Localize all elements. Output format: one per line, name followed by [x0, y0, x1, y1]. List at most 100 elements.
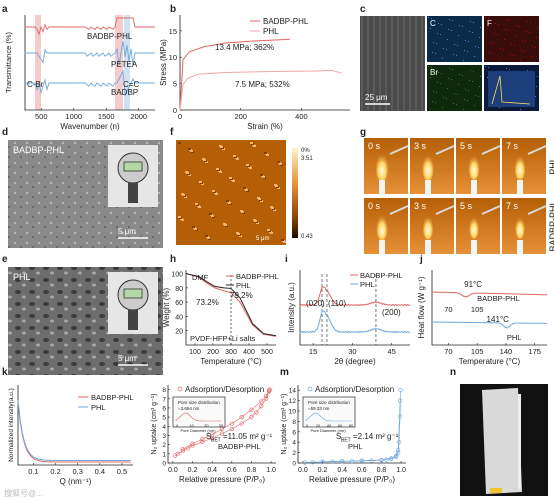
b-legend-PHL: PHL — [263, 27, 279, 36]
m-ytick-label: 0 — [292, 461, 296, 468]
l-point — [229, 421, 234, 426]
f-afm-texture — [188, 148, 191, 150]
h-xtick-label: 200 — [207, 349, 219, 356]
a-series-PETEA — [25, 40, 155, 66]
m-inset-title: Pore size distribution — [308, 400, 350, 405]
m-xtick-label: 0.8 — [377, 467, 387, 474]
m-desorption-line — [322, 400, 401, 462]
c-eds-dot — [457, 94, 458, 95]
l-inset-curve — [175, 412, 222, 422]
c-eds-dot — [537, 76, 538, 77]
c-eds-dot — [505, 29, 506, 30]
c-eds-dot — [529, 32, 530, 33]
f-colorbar — [292, 148, 298, 238]
c-eds-dot — [432, 52, 433, 53]
g-flame — [422, 216, 434, 240]
l-xtick-label: 0.0 — [168, 467, 178, 474]
panel-letter-h: h — [170, 254, 176, 265]
panel-letter-k: k — [2, 367, 8, 378]
f-afm-texture — [202, 158, 205, 160]
l-point — [180, 448, 185, 454]
c-eds-dot — [530, 22, 531, 23]
j-series-BADBP-PHL — [432, 291, 547, 298]
c-eds-dot — [430, 77, 431, 78]
m-point — [310, 460, 315, 465]
m-legend-marker — [307, 386, 313, 392]
c-eds-dot — [499, 58, 500, 59]
c-eds-dot — [433, 42, 434, 43]
f-afm-texture — [267, 229, 270, 231]
f-afm-texture — [264, 152, 267, 154]
c-eds-dot — [537, 27, 538, 28]
c-eds-dot — [498, 24, 499, 25]
c-eds-dot — [488, 18, 489, 19]
l-inset-xtick: 10 — [190, 424, 194, 428]
m-ylabel: N₂ uptake (cm³ g⁻¹) — [281, 394, 288, 455]
k-legend-BADBP-PHL: BADBP-PHL — [91, 393, 134, 402]
m-point — [340, 459, 345, 464]
h-legend-PHL: PHL — [236, 281, 251, 290]
i-legend-PHL: PHL — [360, 280, 375, 289]
c-eds-dot — [464, 50, 465, 51]
c-eds-dot — [487, 77, 488, 78]
g-row-label-BADBP-PHL: BADBP-PHL — [548, 200, 554, 251]
c-eds-dot — [519, 26, 520, 27]
c-eds-dot — [447, 88, 448, 89]
c-eds-dot — [462, 75, 463, 76]
c-eds-dot — [522, 40, 523, 41]
c-eds-dot — [467, 51, 468, 52]
a-series-BADBP-PHL — [25, 17, 155, 36]
l-ytick-label: 2 — [162, 442, 166, 449]
c-eds-dot — [479, 86, 480, 87]
c-eds-dot — [428, 17, 429, 18]
c-eds-dot — [469, 80, 470, 81]
l-point — [249, 415, 254, 420]
a-xtick-label: 1000 — [65, 112, 82, 121]
f-afm-texture — [178, 216, 181, 218]
cc-band-2 — [124, 15, 130, 110]
panel-letter-g: g — [360, 127, 366, 138]
c-eds-dot — [432, 101, 433, 102]
c-eds-dot — [456, 55, 457, 56]
panel-letter-d: d — [2, 127, 8, 138]
c-eds-dot — [524, 51, 525, 52]
c-eds-dot — [470, 70, 471, 71]
m-inset-xtick: 60 — [338, 424, 342, 428]
c-eds-dot — [508, 30, 509, 31]
j-inner-tick-label: 105 — [471, 305, 484, 314]
h-ytick-label: 40 — [175, 314, 183, 321]
l-ytick-label: 3 — [162, 433, 166, 440]
l-xtick-label: 1.0 — [266, 467, 276, 474]
c-eds-dot — [449, 19, 450, 20]
m-inset-xlabel: Pore Diameter (nm) — [310, 428, 346, 433]
f-afm-texture — [257, 197, 260, 199]
j-xtick-label: 105 — [471, 347, 484, 356]
c-eds-dot — [480, 76, 481, 77]
l-point — [268, 387, 273, 392]
c-eds-dot — [428, 66, 429, 67]
e-scale-text: 5 μm — [118, 354, 136, 363]
c-eds-dot — [531, 56, 532, 57]
f-afm-texture — [240, 210, 243, 212]
c-eds-dot — [452, 20, 453, 21]
c-eds-dot — [478, 47, 479, 48]
m-xtick-label: 0.4 — [337, 467, 347, 474]
m-ytick-label: 12 — [289, 398, 297, 405]
f-afm-texture — [216, 168, 219, 170]
l-sbet-label: S — [206, 432, 211, 441]
m-ytick-label: 2 — [292, 450, 296, 457]
c-eds-dot — [431, 67, 432, 68]
m-inset-xtick: 80 — [349, 424, 353, 428]
j-xlabel: Temperature (°C) — [459, 357, 521, 366]
g-sample-strip — [435, 145, 455, 155]
m-sbet-sub: BET — [341, 438, 351, 444]
c-eds-dot — [447, 39, 448, 40]
j-xtick-label: 175 — [528, 347, 541, 356]
c-eds-dot — [442, 107, 443, 108]
c-eds-dot — [499, 107, 500, 108]
a-label-BADBP-PHL: BADBP-PHL — [87, 32, 133, 41]
c-eds-dot — [467, 100, 468, 101]
l-inset-xtick: 30 — [219, 424, 223, 428]
k-xtick-label: 0.3 — [72, 467, 82, 476]
